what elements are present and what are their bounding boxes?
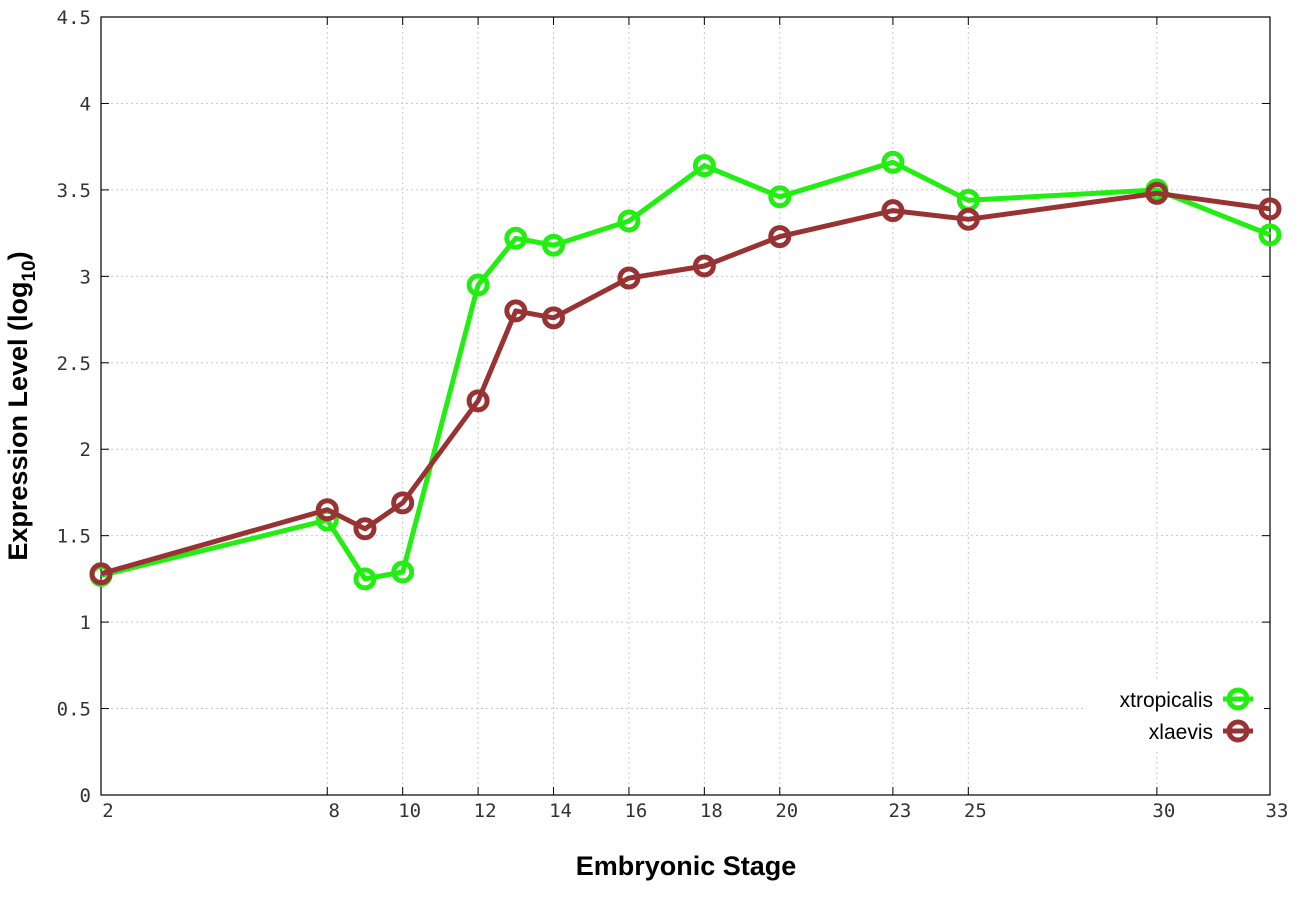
y-axis-title-subscript: 10 <box>19 260 40 281</box>
data-point-xlaevis <box>692 254 716 278</box>
data-point-xtropicalis <box>391 560 415 584</box>
x-tick-label: 30 <box>1152 800 1175 822</box>
axis-ticks <box>100 16 1271 796</box>
y-tick-label: 3.5 <box>57 180 91 202</box>
x-tick-label: 25 <box>964 800 987 822</box>
data-point-xlaevis <box>1258 197 1282 221</box>
legend-label-xlaevis: xlaevis <box>1149 721 1213 744</box>
x-tick-label: 8 <box>329 800 340 822</box>
data-point-xlaevis <box>466 389 490 413</box>
x-tick-label: 20 <box>775 800 798 822</box>
y-tick-label: 2.5 <box>57 353 91 375</box>
y-axis-title-main: Expression Level (log <box>3 282 33 561</box>
data-point-xlaevis <box>542 306 566 330</box>
series-xtropicalis <box>89 150 1282 591</box>
y-tick-labels: 0 0.5 1 1.5 2 2.5 3 3.5 4 4.5 <box>57 7 91 807</box>
plot-frame <box>100 16 1271 796</box>
x-tick-labels: 2 8 10 12 14 16 18 20 23 25 30 33 <box>102 800 1288 822</box>
x-tick-label: 10 <box>398 800 421 822</box>
series-line-xlaevis <box>100 190 1271 577</box>
data-point-xlaevis <box>881 199 905 223</box>
y-axis-title: Expression Level (log10) <box>3 251 40 560</box>
data-point-xlaevis <box>504 299 528 323</box>
data-point-xtropicalis <box>466 273 490 297</box>
y-tick-label: 2 <box>80 439 91 461</box>
x-tick-label: 16 <box>624 800 647 822</box>
x-tick-label: 18 <box>700 800 723 822</box>
x-tick-label: 23 <box>888 800 911 822</box>
legend: xtropicalis xlaevis <box>1086 680 1264 750</box>
data-point-xlaevis <box>353 517 377 541</box>
y-tick-label: 4 <box>80 93 91 115</box>
legend-marker-xtropicalis <box>1226 687 1250 711</box>
data-point-xtropicalis <box>881 150 905 174</box>
y-tick-label: 4.5 <box>57 7 91 29</box>
grid-lines <box>101 17 1270 795</box>
data-point-xlaevis <box>956 207 980 231</box>
y-tick-label: 0.5 <box>57 699 91 721</box>
data-point-xlaevis <box>768 225 792 249</box>
legend-label-xtropicalis: xtropicalis <box>1120 689 1213 712</box>
x-axis-title: Embryonic Stage <box>576 851 797 881</box>
x-tick-label: 12 <box>474 800 497 822</box>
y-axis-title-close: ) <box>3 251 33 260</box>
x-tick-label: 14 <box>549 800 572 822</box>
data-point-xlaevis <box>617 266 641 290</box>
data-point-xlaevis <box>391 491 415 515</box>
y-tick-label: 0 <box>80 785 91 807</box>
data-point-xtropicalis <box>617 209 641 233</box>
series-line-xtropicalis <box>100 159 1271 582</box>
series-xlaevis <box>89 181 1282 586</box>
data-point-xlaevis <box>1145 181 1169 205</box>
data-point-xtropicalis <box>542 233 566 257</box>
data-point-xtropicalis <box>1258 223 1282 247</box>
data-point-xtropicalis <box>692 154 716 178</box>
x-tick-label: 2 <box>102 800 113 822</box>
x-tick-label: 33 <box>1266 800 1289 822</box>
data-point-xtropicalis <box>353 567 377 591</box>
data-point-xlaevis <box>315 498 339 522</box>
data-point-xlaevis <box>89 562 113 586</box>
legend-marker-xlaevis <box>1226 719 1250 743</box>
y-tick-label: 3 <box>80 266 91 288</box>
y-tick-label: 1 <box>80 612 91 634</box>
data-point-xtropicalis <box>504 226 528 250</box>
data-series <box>89 150 1282 591</box>
data-point-xtropicalis <box>768 185 792 209</box>
y-tick-label: 1.5 <box>57 526 91 548</box>
